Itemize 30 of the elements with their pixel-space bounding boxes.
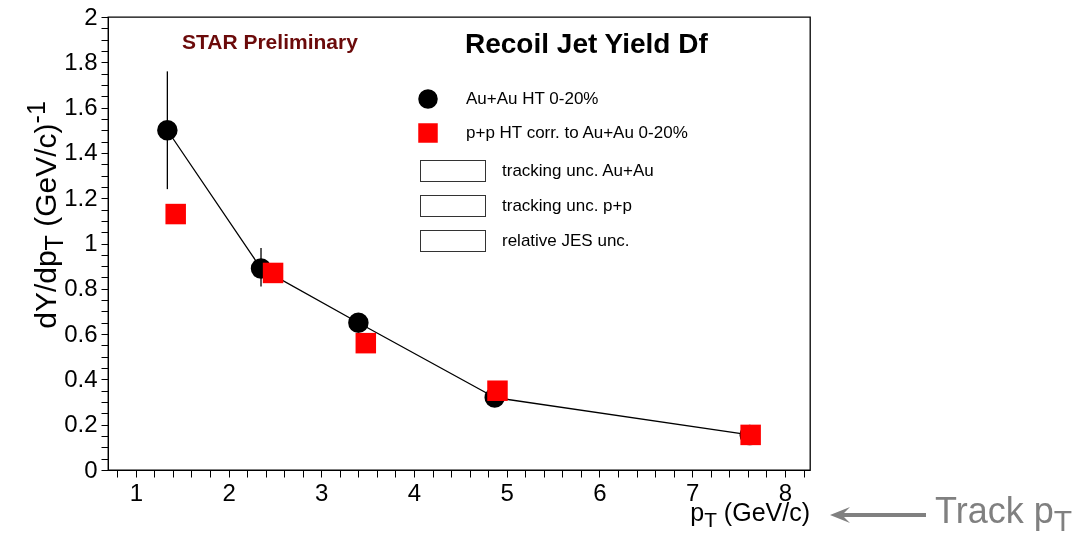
text: Track p$_{T}$ bbox=[935, 490, 1073, 539]
x-tick-label: 3 bbox=[315, 478, 329, 506]
chart-title: Recoil Jet Yield Df bbox=[465, 28, 708, 60]
x-tick-label: 5 bbox=[500, 478, 514, 506]
y-tick-label: 1.8 bbox=[64, 47, 98, 75]
point bbox=[157, 120, 178, 141]
y-tick-label: 1.2 bbox=[64, 183, 98, 211]
point bbox=[165, 203, 186, 225]
y-tick-label: 0 bbox=[84, 455, 98, 483]
annotation: STAR Preliminary bbox=[182, 30, 358, 54]
x-tick-label: 1 bbox=[129, 478, 143, 506]
x-tick-label: 4 bbox=[407, 478, 422, 506]
legend-label: p+p HT corr. to Au+Au 0-20% bbox=[466, 123, 688, 142]
annotation: relative JES unc. bbox=[502, 231, 630, 251]
y-tick-label: 1.6 bbox=[64, 93, 98, 121]
y-tick-label: 0.4 bbox=[64, 364, 98, 392]
annotation: tracking unc. p+p bbox=[502, 196, 632, 216]
x-tick-label: 2 bbox=[222, 478, 236, 506]
y-tick-label: 0.6 bbox=[64, 319, 98, 347]
point bbox=[262, 262, 284, 284]
point bbox=[355, 332, 377, 354]
y-tick-label: 1.4 bbox=[64, 138, 98, 166]
x-tick-label: 6 bbox=[593, 478, 607, 506]
y-tick-label: 2 bbox=[84, 2, 98, 30]
annotation: tracking unc. Au+Au bbox=[502, 161, 654, 181]
point bbox=[348, 312, 369, 333]
y-tick-label: 1 bbox=[84, 229, 98, 256]
legend-label: Au+Au HT 0-20% bbox=[466, 89, 599, 108]
point bbox=[487, 380, 508, 401]
y-tick-label: 0.2 bbox=[64, 410, 98, 438]
